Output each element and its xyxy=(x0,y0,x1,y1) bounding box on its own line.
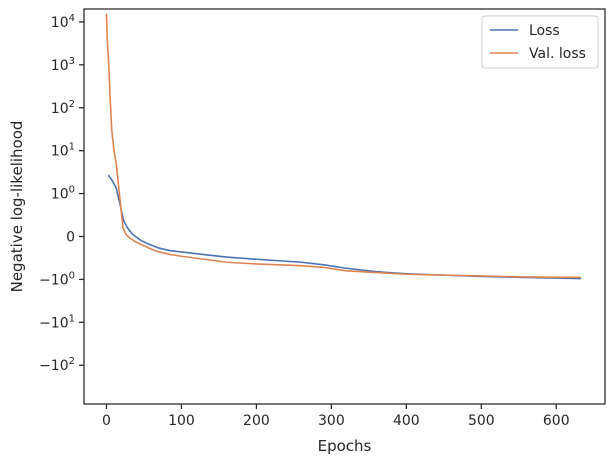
y-tick-label: 100 xyxy=(51,185,75,203)
y-tick-label: −101 xyxy=(39,313,75,331)
y-tick-label: 0 xyxy=(66,229,75,245)
y-tick-label: −100 xyxy=(39,270,75,288)
x-tick-label: 300 xyxy=(318,413,345,429)
x-tick-label: 600 xyxy=(543,413,570,429)
legend-label: Loss xyxy=(529,23,560,39)
y-tick-label: −102 xyxy=(39,356,75,374)
legend: Loss Val. loss xyxy=(481,15,599,69)
x-axis-label: Epochs xyxy=(318,437,372,455)
series-line-0 xyxy=(107,174,582,280)
y-tick-label: 103 xyxy=(51,56,75,74)
series-layer xyxy=(105,13,582,280)
plot-frame xyxy=(83,8,606,405)
legend-label: Val. loss xyxy=(529,46,586,62)
legend-box xyxy=(481,15,599,69)
y-tick-label: 104 xyxy=(51,13,75,31)
y-tick-label: 101 xyxy=(51,142,75,160)
y-tick-label: 102 xyxy=(51,99,75,117)
x-tick-label: 100 xyxy=(168,413,195,429)
y-axis-label: Negative log-likelihood xyxy=(8,121,26,293)
x-tick-label: 200 xyxy=(243,413,270,429)
x-tick-label: 500 xyxy=(468,413,495,429)
ticks-layer: 0 100 200 300 400 500 600 104 103 102 101 100 0 −100 −… xyxy=(39,13,570,429)
x-tick-label: 400 xyxy=(393,413,420,429)
series-line-1 xyxy=(105,13,582,279)
x-tick-label: 0 xyxy=(102,413,111,429)
